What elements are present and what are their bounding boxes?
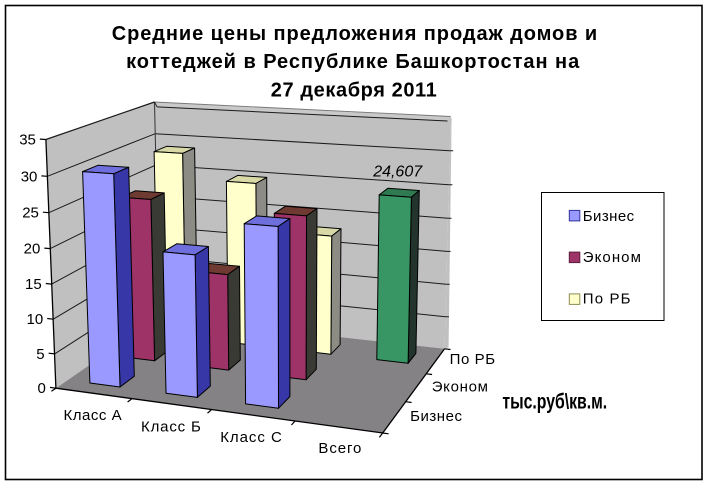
- svg-text:25: 25: [22, 205, 39, 222]
- svg-text:Класс А: Класс А: [64, 407, 122, 424]
- svg-text:20: 20: [24, 241, 41, 258]
- svg-text:Бизнес: Бизнес: [410, 408, 462, 425]
- svg-text:30: 30: [21, 168, 38, 185]
- svg-text:По РБ: По РБ: [450, 351, 496, 368]
- svg-text:15: 15: [25, 276, 42, 293]
- svg-text:Бизнес: Бизнес: [583, 208, 635, 225]
- svg-text:10: 10: [27, 311, 44, 328]
- svg-text:Класс Б: Класс Б: [141, 418, 201, 435]
- svg-text:Класс С: Класс С: [220, 429, 282, 446]
- svg-text:Всего: Всего: [318, 440, 361, 457]
- svg-text:тыс.руб\кв.м.: тыс.руб\кв.м.: [502, 391, 607, 414]
- svg-text:коттеджей в Республике Башкорт: коттеджей в Республике Башкортостан на: [126, 51, 580, 73]
- svg-text:Средние цены предложения прода: Средние цены предложения продаж домов и: [112, 23, 598, 45]
- svg-text:35: 35: [19, 132, 36, 149]
- svg-text:0: 0: [38, 380, 46, 397]
- svg-text:По РБ: По РБ: [583, 291, 631, 308]
- svg-text:Эконом: Эконом: [583, 249, 641, 266]
- svg-text:27 декабря 2011: 27 декабря 2011: [271, 79, 437, 101]
- svg-text:24,607: 24,607: [372, 163, 423, 180]
- svg-text:Эконом: Эконом: [432, 378, 488, 395]
- svg-text:5: 5: [36, 346, 44, 363]
